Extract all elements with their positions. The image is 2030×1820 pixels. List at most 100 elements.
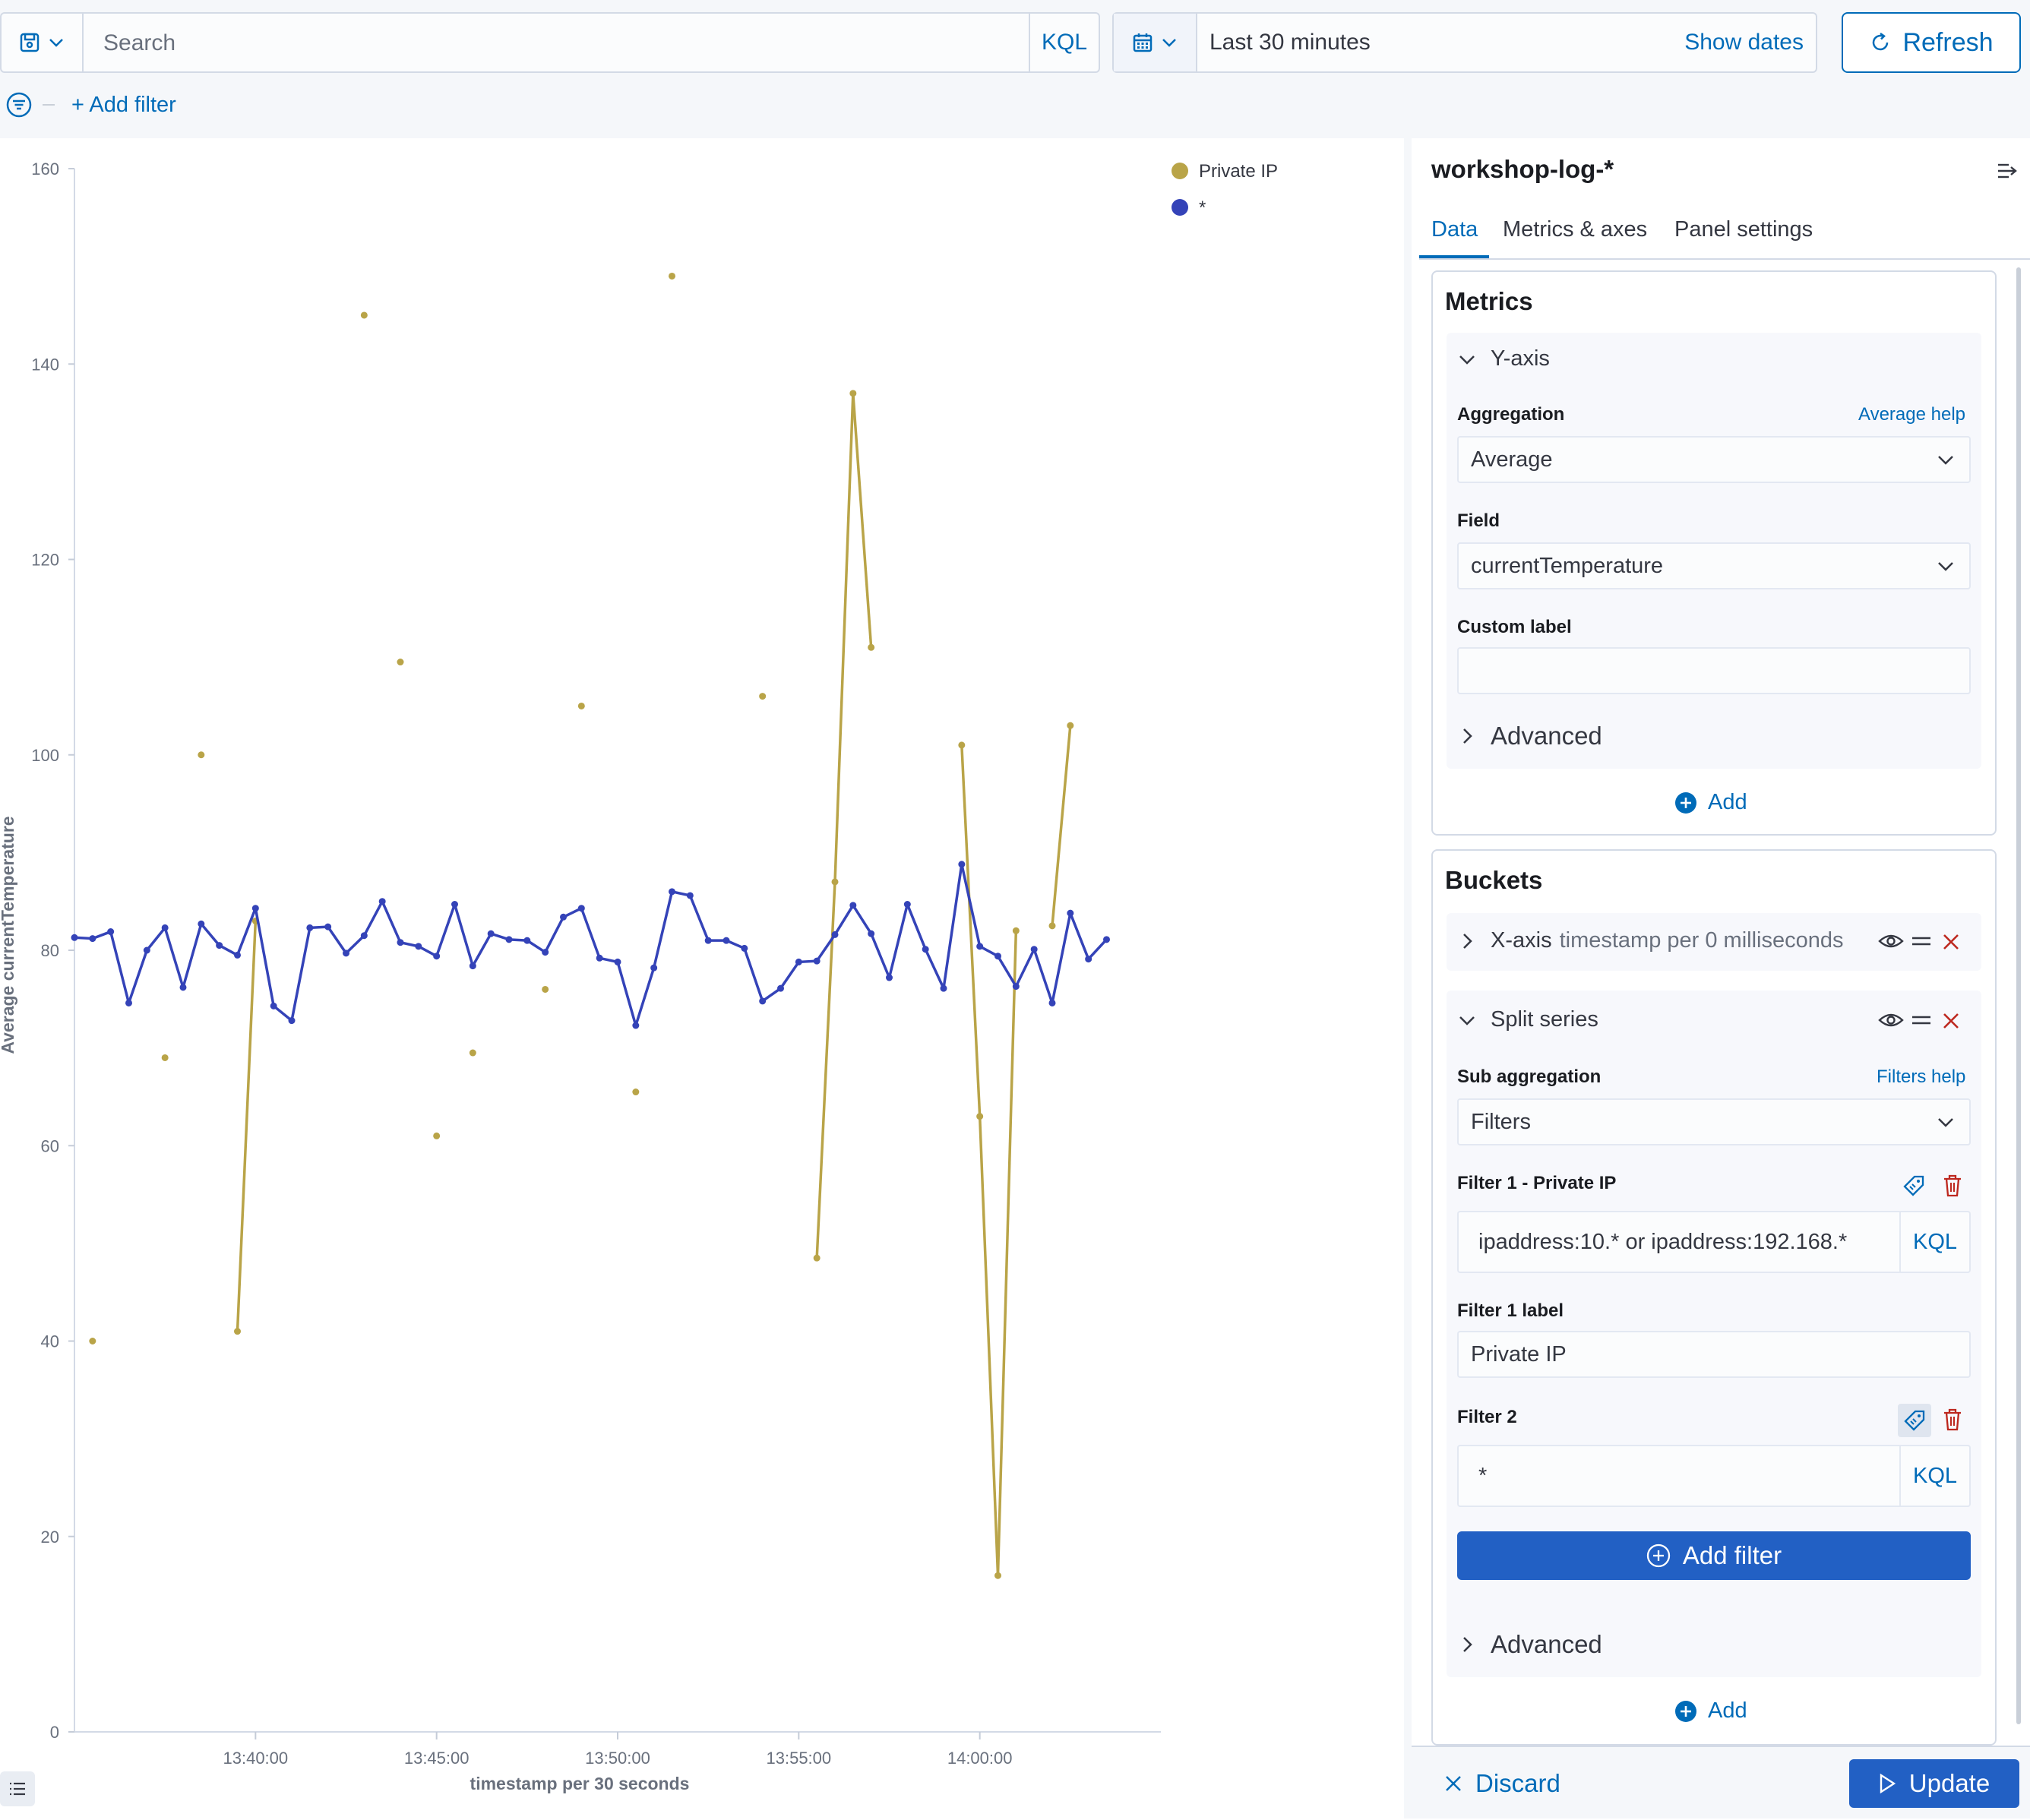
filter-1-label-input[interactable]: Private IP (1457, 1331, 1971, 1378)
data-point (994, 953, 1001, 960)
discard-label: Discard (1475, 1769, 1560, 1797)
data-point (632, 1022, 640, 1029)
y-tick-label: 120 (31, 551, 59, 570)
data-point (650, 964, 658, 972)
tab-panel-settings[interactable]: Panel settings (1674, 217, 1813, 242)
drag-handle-icon[interactable] (1911, 1013, 1931, 1027)
tag-button[interactable] (1898, 1404, 1931, 1437)
filter-1-title: Filter 1 - Private IP (1457, 1173, 1617, 1193)
saved-query-button[interactable] (2, 14, 84, 71)
add-label: Add (1708, 790, 1747, 814)
series-segment (218, 944, 239, 956)
data-point (1030, 946, 1038, 953)
y-tick-label: 160 (31, 160, 59, 179)
series-segment (852, 904, 873, 935)
x-tick-label: 13:55:00 (767, 1749, 832, 1768)
add-label: Add (1708, 1698, 1747, 1723)
data-point (415, 943, 422, 950)
tab-metrics-axes[interactable]: Metrics & axes (1503, 217, 1648, 242)
filter-menu-icon[interactable] (6, 92, 32, 118)
field-label: Field (1457, 510, 1500, 531)
filter-2-title: Filter 2 (1457, 1407, 1517, 1427)
data-point (958, 741, 966, 749)
series-segment (887, 904, 909, 978)
filter-bar: + Add filter (6, 90, 176, 120)
tag-icon[interactable] (1902, 1174, 1925, 1197)
aggregation-help-link[interactable]: Average help (1858, 404, 1965, 425)
list-icon (10, 1782, 25, 1796)
data-point (1048, 999, 1056, 1006)
trash-icon[interactable] (1942, 1174, 1963, 1197)
split-series-toggle[interactable]: Split series (1457, 1007, 1598, 1032)
filter-1-query-input[interactable]: ipaddress:10.* or ipaddress:192.168.* KQ… (1457, 1211, 1971, 1273)
tab-data[interactable]: Data (1431, 217, 1478, 242)
data-point (886, 974, 893, 981)
discard-button[interactable]: Discard (1445, 1747, 1560, 1820)
update-button[interactable]: Update (1849, 1759, 2019, 1808)
series-segment (960, 744, 982, 1117)
sidebar-tabs: Data Metrics & axes Panel settings (1419, 213, 2030, 260)
data-point (577, 905, 585, 912)
data-point (125, 999, 132, 1006)
data-point (849, 390, 857, 397)
data-point (397, 659, 404, 666)
date-range-text[interactable]: Last 30 minutes (1209, 30, 1371, 55)
filter-2-query-input[interactable]: * KQL (1457, 1445, 1971, 1507)
add-metric-button[interactable]: Add (1674, 790, 1747, 815)
series-segment (236, 908, 257, 956)
data-point (940, 984, 947, 992)
filter-1-query-value: ipaddress:10.* or ipaddress:192.168.* (1478, 1229, 1848, 1254)
filter-1-language-button[interactable]: KQL (1899, 1212, 1969, 1272)
filter-2-language-button[interactable]: KQL (1899, 1446, 1969, 1506)
tag-icon (1904, 1410, 1925, 1431)
data-point (270, 1002, 277, 1010)
search-input[interactable] (84, 14, 1055, 73)
series-segment (236, 921, 258, 1332)
data-point (179, 984, 187, 991)
series-segment (182, 923, 203, 988)
eye-icon[interactable] (1878, 1010, 1904, 1030)
series-segment (942, 864, 963, 989)
buckets-advanced-toggle[interactable]: Advanced (1457, 1630, 1602, 1659)
refresh-button[interactable]: Refresh (1842, 12, 2021, 73)
legend-toggle-button[interactable] (0, 1771, 35, 1806)
remove-split-series-icon[interactable] (1942, 1012, 1960, 1030)
sidebar-scrollbar[interactable] (2016, 267, 2021, 1724)
query-language-button[interactable]: KQL (1029, 14, 1099, 71)
data-point (234, 1328, 241, 1335)
eye-icon[interactable] (1878, 931, 1904, 951)
aggregation-select[interactable]: Average (1457, 436, 1971, 483)
series-segment (815, 934, 836, 962)
metrics-advanced-toggle[interactable]: Advanced (1457, 722, 1602, 750)
x-axis-label: X-axis (1491, 928, 1552, 953)
custom-label-input[interactable] (1457, 647, 1971, 694)
y-axis-toggle[interactable]: Y-axis (1457, 346, 1550, 371)
show-dates-link[interactable]: Show dates (1684, 30, 1804, 55)
drag-handle-icon[interactable] (1911, 934, 1931, 948)
series-segment (652, 891, 674, 968)
advanced-label: Advanced (1491, 1630, 1602, 1658)
x-tick-label: 13:45:00 (404, 1749, 470, 1768)
add-filter-button[interactable]: Add filter (1457, 1531, 1971, 1580)
series-segment (435, 903, 457, 957)
aggregation-label: Aggregation (1457, 404, 1565, 425)
data-point (813, 1254, 821, 1262)
trash-icon[interactable] (1942, 1408, 1963, 1431)
data-point (1067, 722, 1074, 729)
series-segment (1014, 948, 1036, 987)
data-point (868, 930, 875, 937)
series-segment (924, 948, 945, 989)
x-axis-toggle[interactable]: X-axis timestamp per 0 milliseconds (1457, 928, 1844, 953)
collapse-sidebar-icon[interactable] (1997, 161, 2019, 181)
add-bucket-button[interactable]: Add (1674, 1698, 1747, 1724)
filters-help-link[interactable]: Filters help (1877, 1066, 1966, 1087)
data-point (89, 1338, 96, 1344)
add-filter-link[interactable]: + Add filter (71, 92, 176, 117)
remove-x-axis-icon[interactable] (1942, 933, 1960, 951)
quick-select-button[interactable] (1114, 14, 1197, 71)
series-segment (978, 1116, 1000, 1576)
refresh-icon (1873, 32, 1889, 51)
field-select[interactable]: currentTemperature (1457, 542, 1971, 589)
sub-aggregation-select[interactable]: Filters (1457, 1098, 1971, 1145)
series-segment (471, 933, 492, 967)
